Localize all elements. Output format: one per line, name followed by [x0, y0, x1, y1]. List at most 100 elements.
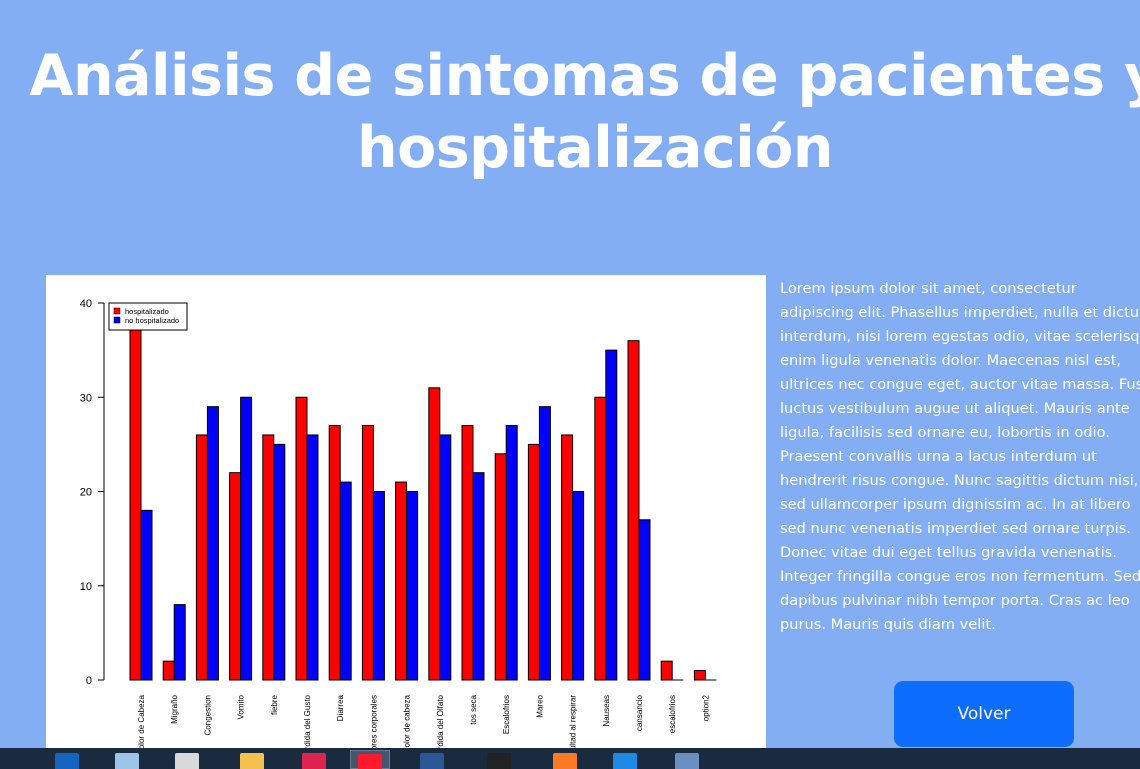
- legend-label: no hospitalizado: [125, 316, 179, 325]
- bar-hospitalizado: [527, 443, 540, 681]
- bar-no-hospitalizado: [173, 604, 186, 681]
- bar-no-hospitalizado: [140, 509, 153, 681]
- bar-no-hospitalizado: [572, 491, 585, 681]
- x-tick-label: Diarrea: [336, 694, 345, 721]
- x-tick-label: Perdida del Olfato: [436, 694, 445, 755]
- bar-hospitalizado: [328, 425, 341, 681]
- vscode-icon: [613, 753, 637, 769]
- y-tick-label: 0: [86, 675, 92, 687]
- bar-hospitalizado: [561, 434, 574, 681]
- bar-hospitalizado: [195, 434, 208, 681]
- x-tick-label: Migraño: [170, 694, 179, 723]
- description-line: adipiscing elit. Phasellus imperdiet, nu…: [780, 304, 1140, 321]
- x-tick-label: Vomito: [237, 694, 246, 719]
- x-tick-label: Congestion: [203, 695, 212, 735]
- description-line: Donec vitae dui eget tellus gravida vene…: [780, 544, 1117, 561]
- description-line: sed nunc venenatis imperdiet sed ornare …: [780, 520, 1132, 537]
- x-tick-label: Escalofrios: [502, 695, 511, 734]
- paint-icon: [175, 753, 199, 769]
- volver-button[interactable]: Volver: [894, 681, 1074, 747]
- page-title-line-2: hospitalización: [357, 115, 834, 181]
- bar-no-hospitalizado: [406, 491, 419, 681]
- bar-hospitalizado: [395, 481, 408, 681]
- bar-no-hospitalizado: [339, 481, 352, 681]
- x-tick-label: tos seca: [469, 694, 478, 724]
- bar-no-hospitalizado: [240, 396, 253, 681]
- description-line: sed ullamcorper ipsum dignissim ac. In a…: [780, 496, 1131, 513]
- bar-hospitalizado: [428, 387, 441, 681]
- x-tick-label: Perdida del Gusto: [303, 694, 312, 755]
- symptoms-chart: 0 10 20 30 40 Dolor de Cabeza Migraño Congestio…: [46, 275, 766, 755]
- description-line: dapibus pulvinar nibh tempor porta. Cras…: [780, 592, 1130, 609]
- description-line: ultrices nec congue eget, auctor vitae m…: [780, 376, 1140, 393]
- x-tick-label: Dolores corporales: [369, 695, 378, 755]
- x-tick-label: option2: [701, 694, 710, 721]
- x-tick-label: Nauseas: [602, 695, 611, 727]
- windows-taskbar: [0, 748, 1140, 769]
- x-tick-label: escalofrios: [668, 695, 677, 733]
- bar-no-hospitalizado: [206, 406, 219, 681]
- legend-box: [108, 302, 188, 331]
- bar-hospitalizado: [660, 660, 673, 681]
- mail-icon: [55, 753, 79, 769]
- calculator-icon: [115, 753, 139, 769]
- description-line: Praesent convallis urna a lacus interdum…: [780, 448, 1097, 465]
- bar-hospitalizado: [162, 660, 175, 681]
- legend-label: hospitalizado: [125, 307, 169, 316]
- description-line: Integer fringilla congue eros non fermen…: [780, 568, 1140, 585]
- bar-no-hospitalizado: [439, 434, 452, 681]
- opera-icon: [358, 754, 382, 769]
- x-tick-label: cansancio: [635, 694, 644, 731]
- description-text: Lorem ipsum dolor sit amet, consectetur a…: [780, 277, 1140, 637]
- y-tick-label: 10: [80, 581, 92, 593]
- x-tick-label: Dolor de Cabeza: [137, 694, 146, 755]
- taskbar-item[interactable]: [605, 750, 645, 769]
- x-tick-label: Mareo: [535, 694, 544, 717]
- taskbar-item[interactable]: [479, 750, 519, 769]
- description-line: purus. Mauris quis diam velit.: [780, 616, 996, 633]
- terminal-icon: [487, 753, 511, 769]
- taskbar-item[interactable]: [167, 750, 207, 769]
- description-line: hendrerit risus congue. Nunc sagittis di…: [780, 472, 1139, 489]
- bar-hospitalizado: [361, 425, 374, 681]
- description-line: Lorem ipsum dolor sit amet, consectetur: [780, 280, 1077, 297]
- bar-no-hospitalizado: [306, 434, 319, 681]
- description-line: interdum, nisi lorem egestas odio, vitae…: [780, 328, 1140, 345]
- taskbar-item[interactable]: [232, 750, 272, 769]
- bar-no-hospitalizado: [605, 349, 618, 681]
- taskbar-item[interactable]: [412, 750, 452, 769]
- taskbar-item[interactable]: [667, 750, 707, 769]
- bar-no-hospitalizado: [538, 406, 551, 681]
- legend-swatch: [113, 316, 121, 324]
- bar-hospitalizado: [461, 425, 474, 681]
- page-title-line-1: Análisis de sintomas de pacientes y: [29, 43, 1140, 109]
- y-tick-label: 20: [80, 487, 92, 499]
- taskbar-item[interactable]: [350, 750, 390, 769]
- taskbar-item[interactable]: [545, 750, 585, 769]
- bar-no-hospitalizado: [505, 425, 518, 681]
- taskbar-item[interactable]: [47, 750, 87, 769]
- taskbar-item[interactable]: [107, 750, 147, 769]
- bar-hospitalizado: [494, 453, 507, 681]
- folder-icon: [240, 753, 264, 769]
- bar-no-hospitalizado: [273, 443, 286, 681]
- y-tick-label: 40: [80, 298, 92, 310]
- page-title: Análisis de sintomas de pacientes y hosp…: [0, 40, 1140, 184]
- word-icon: [420, 753, 444, 769]
- xampp-icon: [553, 753, 577, 769]
- x-tick-label: fiebre: [270, 694, 279, 715]
- legend-swatch: [113, 307, 121, 315]
- bar-chart-svg: 0 10 20 30 40 Dolor de Cabeza Migraño Congestio…: [80, 298, 717, 755]
- bar-hospitalizado: [295, 396, 308, 681]
- taskbar-item[interactable]: [294, 750, 334, 769]
- description-line: luctus vestibulum augue ut aliquet. Maur…: [780, 400, 1130, 417]
- bar-hospitalizado: [627, 340, 640, 681]
- bar-hospitalizado: [262, 434, 275, 681]
- y-tick-label: 30: [80, 392, 92, 404]
- bar-no-hospitalizado: [472, 472, 485, 681]
- description-line: enim ligula venenatis dolor. Maecenas ni…: [780, 352, 1122, 369]
- bar-hospitalizado: [129, 302, 142, 681]
- opera-gx-icon: [302, 753, 326, 769]
- x-tick-label: Dificultad al respirar: [569, 695, 578, 755]
- bar-hospitalizado: [594, 396, 607, 681]
